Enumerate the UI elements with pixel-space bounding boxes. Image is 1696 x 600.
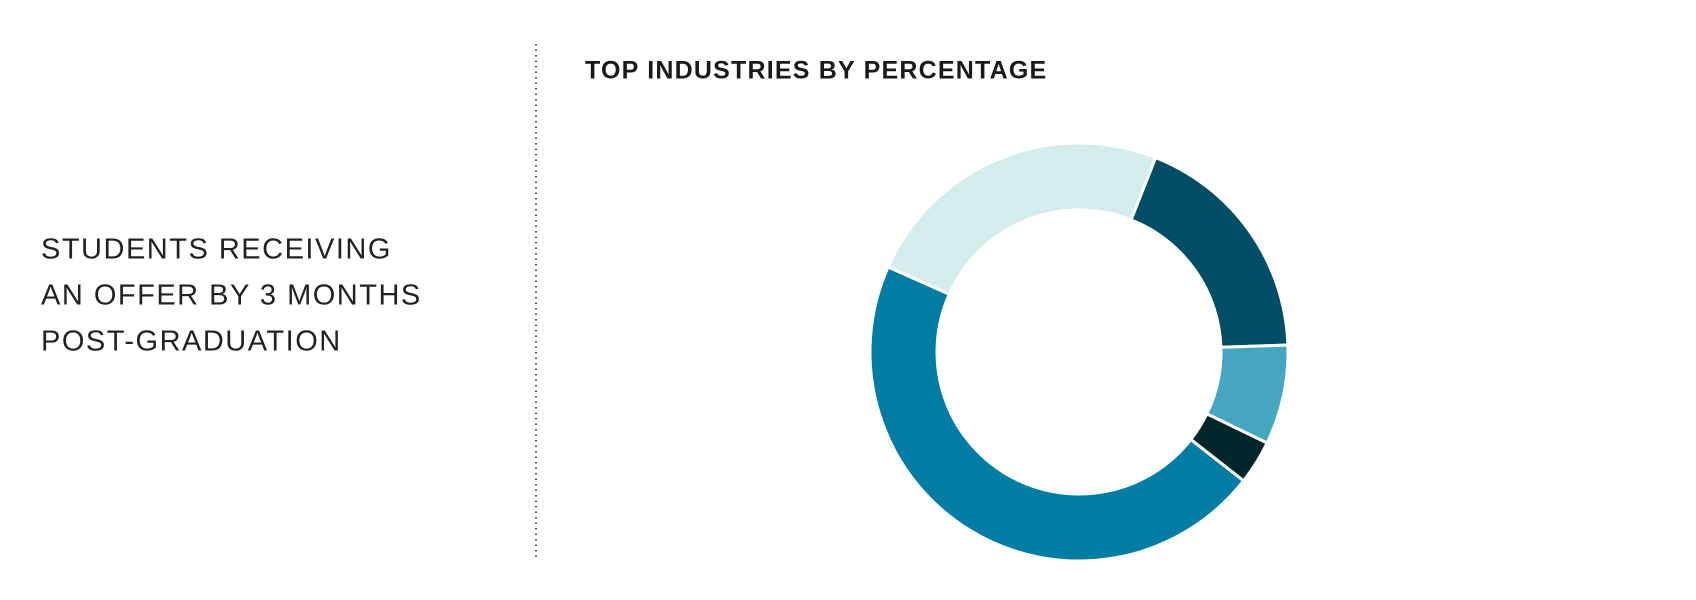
side-text: AN OFFER BY 3 MONTHS — [41, 280, 422, 312]
donut-segment — [868, 264, 1246, 563]
donut-segment — [1129, 155, 1290, 349]
side-text: POST-GRADUATION — [41, 326, 342, 358]
chart-title: TOP INDUSTRIES BY PERCENTAGE — [585, 57, 1047, 85]
side-text: STUDENTS RECEIVING — [41, 234, 392, 266]
donut-segment — [886, 141, 1158, 297]
